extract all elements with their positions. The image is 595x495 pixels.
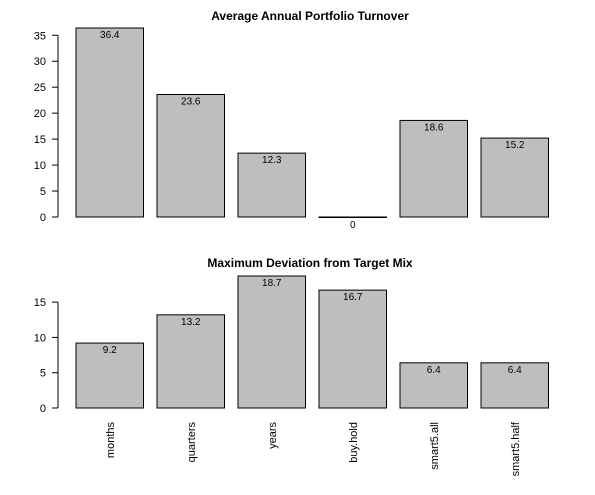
turnover-y-tick-label: 30 (34, 56, 46, 68)
deviation-bar (318, 289, 387, 409)
turnover-bar (237, 152, 306, 218)
turnover-y-tick-label: 15 (34, 134, 46, 146)
turnover-y-tick-label: 25 (34, 82, 46, 94)
deviation-bar (480, 362, 549, 409)
deviation-data-label: 13.2 (181, 317, 201, 328)
deviation-data-label: 9.2 (103, 345, 117, 356)
deviation-category-label: months (105, 422, 117, 459)
turnover-bar (480, 137, 549, 218)
turnover-y-tick-label: 5 (40, 186, 46, 198)
turnover-data-label: 0 (350, 220, 356, 231)
deviation-bar (156, 314, 225, 409)
deviation-y-tick-label: 15 (34, 297, 46, 309)
deviation-category-label: smart5.all (429, 422, 441, 470)
deviation-bar (75, 342, 144, 409)
turnover-bar (156, 93, 225, 218)
turnover-y-tick-label: 35 (34, 30, 46, 42)
deviation-y-tick-label: 10 (34, 332, 46, 344)
turnover-data-label: 23.6 (181, 96, 201, 107)
deviation-category-label: quarters (186, 422, 198, 463)
deviation-category-label: years (267, 422, 279, 449)
deviation-category-label: buy.hold (348, 422, 360, 463)
deviation-data-label: 16.7 (343, 292, 363, 303)
deviation-category-label: smart5.half (510, 421, 522, 476)
turnover-panel: 0 5 10 15 20 25 30 35 36.4 23.6 12.3 0 18.6 15.2 (34, 27, 549, 231)
turnover-bar (318, 216, 387, 218)
deviation-data-label: 6.4 (427, 365, 441, 376)
deviation-bar (399, 362, 468, 409)
turnover-data-label: 36.4 (100, 30, 120, 41)
chart-title-deviation: Maximum Deviation from Target Mix (207, 256, 412, 270)
turnover-y-tick-label: 10 (34, 160, 46, 172)
deviation-panel: 0 5 10 15 9.2 months 13.2 quarters 18.7 years 16.7… (34, 275, 549, 476)
deviation-data-label: 18.7 (262, 278, 282, 289)
turnover-data-label: 18.6 (424, 122, 444, 133)
deviation-bar (237, 275, 306, 409)
turnover-y-tick-label: 0 (40, 212, 46, 224)
chart-title-turnover: Average Annual Portfolio Turnover (211, 9, 409, 23)
deviation-y-tick-label: 0 (40, 403, 46, 415)
deviation-data-label: 6.4 (508, 365, 522, 376)
turnover-bar (75, 27, 144, 218)
turnover-bar (399, 119, 468, 218)
turnover-data-label: 12.3 (262, 155, 282, 166)
deviation-y-tick-label: 5 (40, 368, 46, 380)
turnover-data-label: 15.2 (505, 140, 525, 151)
turnover-y-tick-label: 20 (34, 108, 46, 120)
